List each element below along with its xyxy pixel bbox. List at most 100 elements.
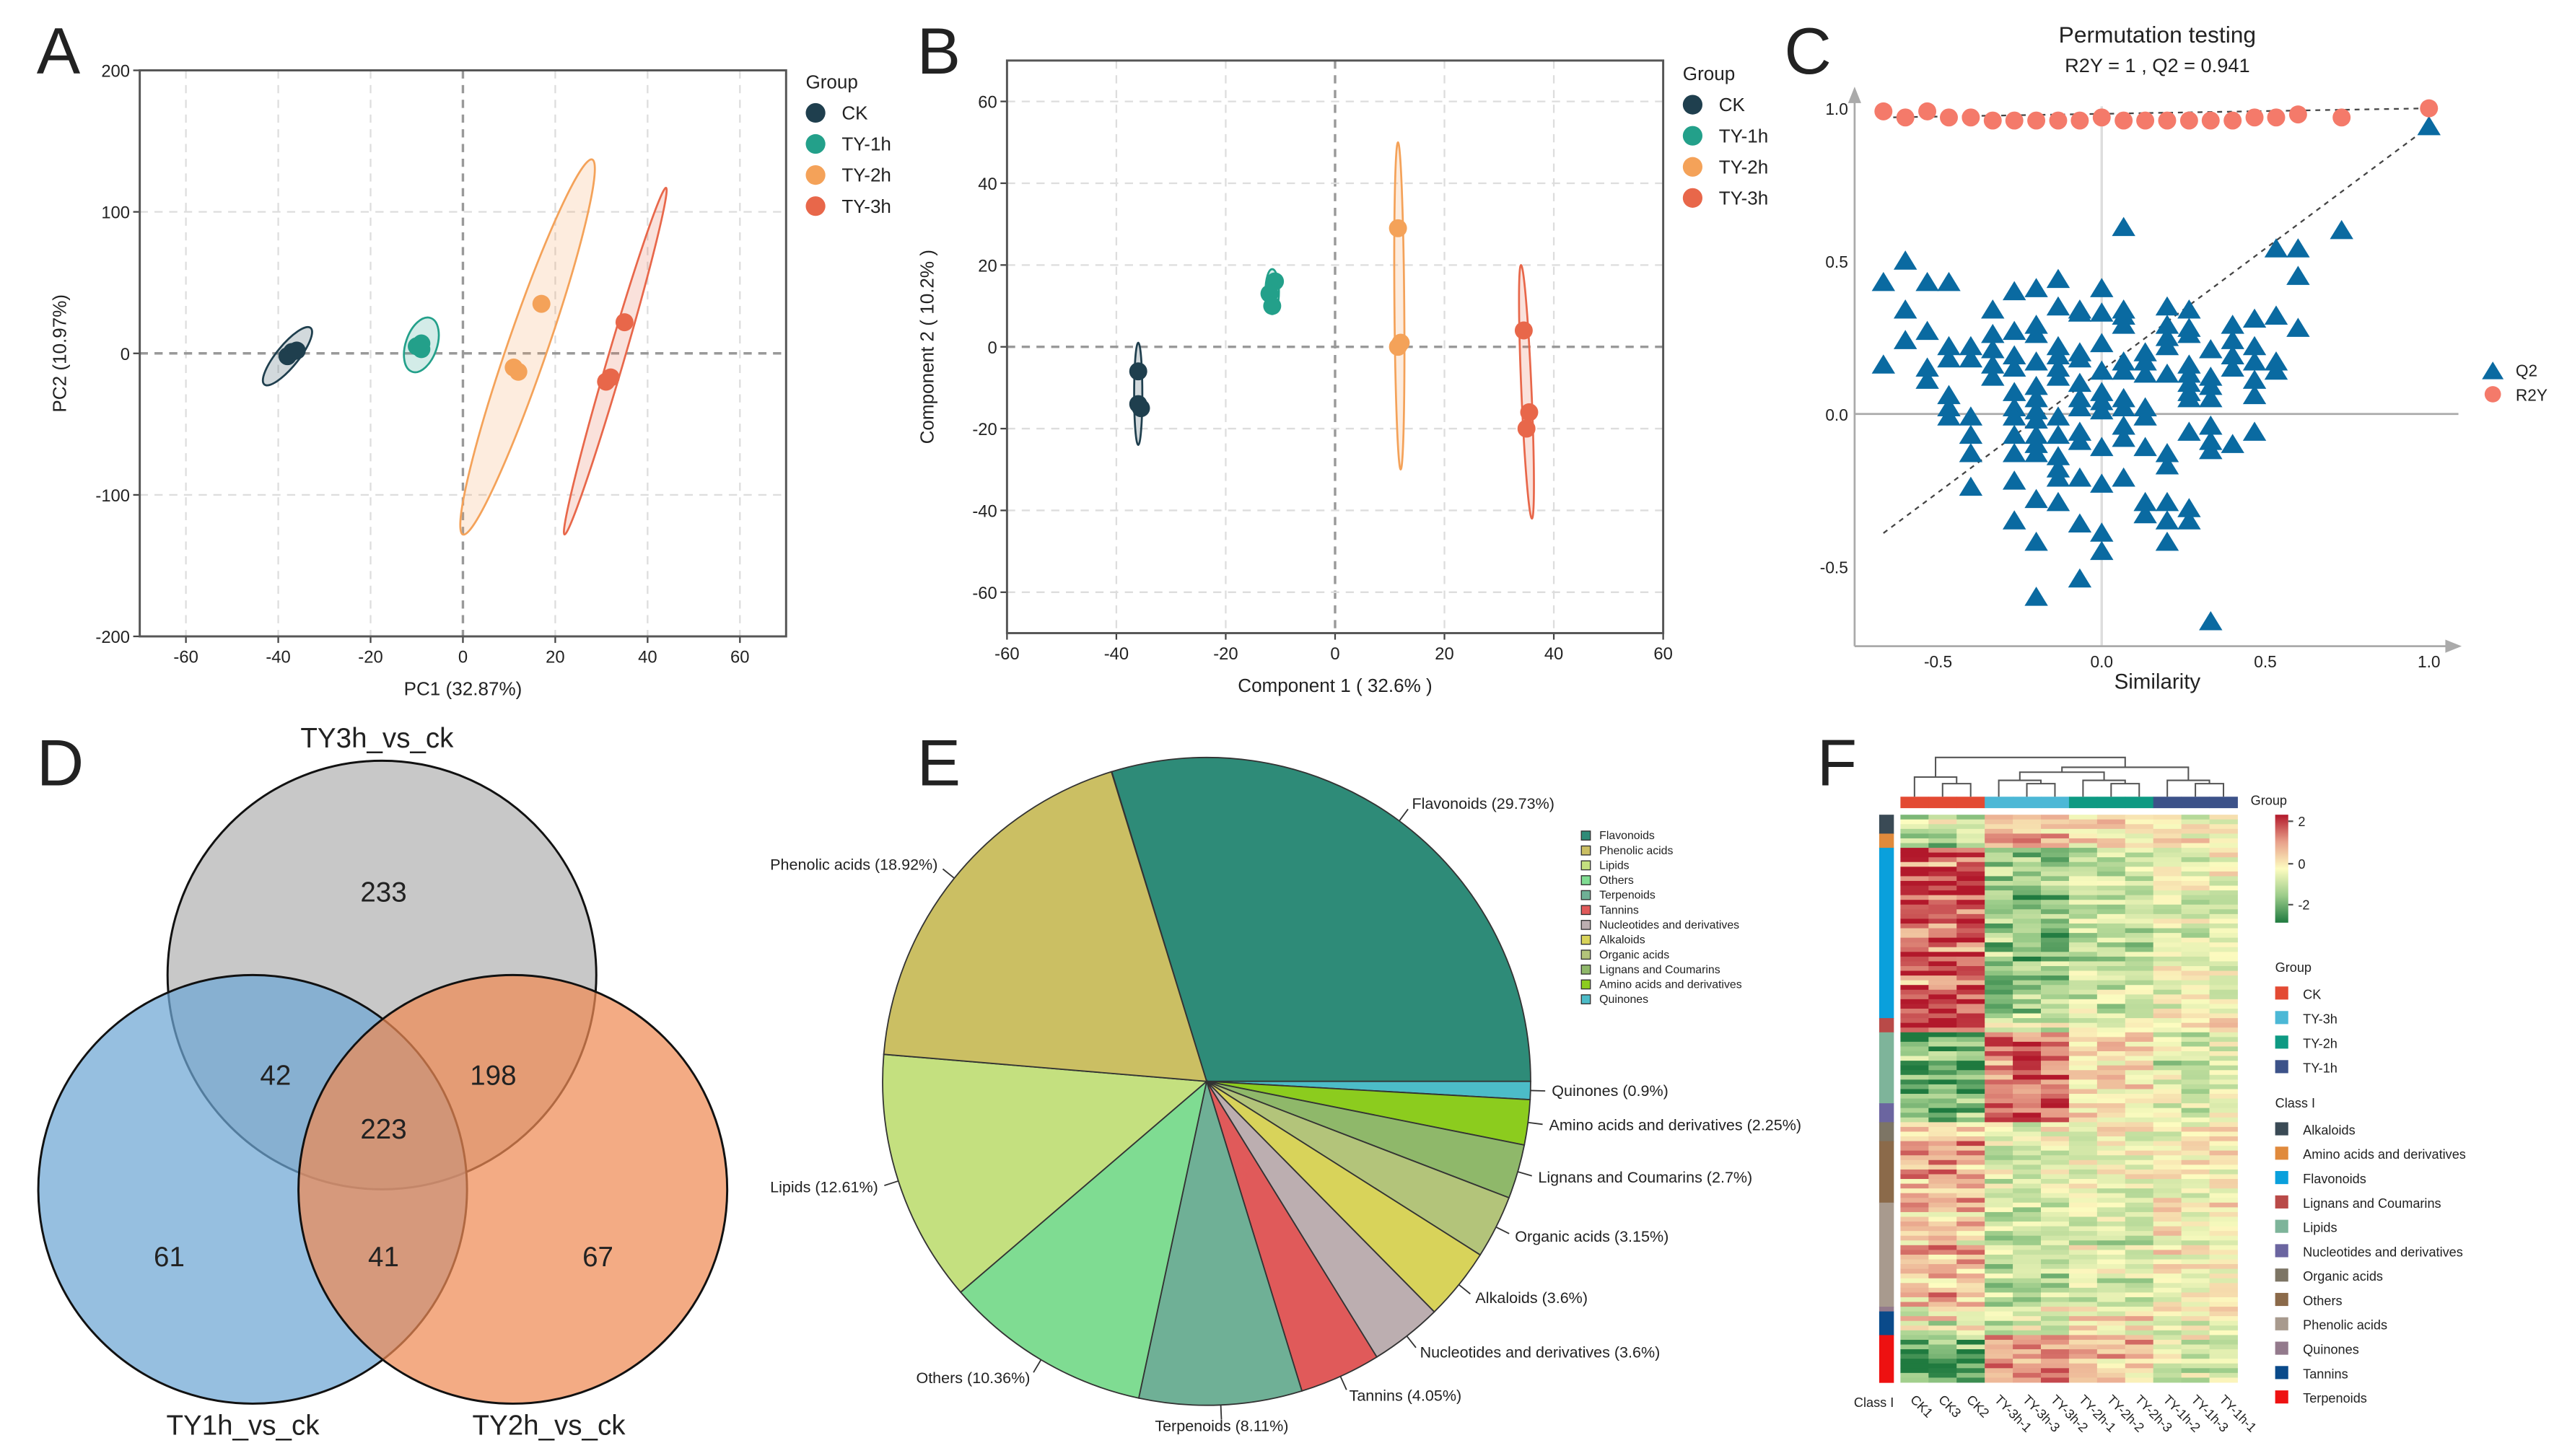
- heatmap-cell: [2068, 1222, 2098, 1227]
- heatmap-cell: [2096, 1188, 2126, 1194]
- class-annotation-bar: [1879, 848, 1894, 1019]
- q2-point: [2046, 446, 2070, 465]
- heatmap-cell: [2068, 909, 2098, 915]
- heatmap-cell: [2153, 1292, 2182, 1298]
- heatmap-cell: [1900, 815, 1929, 820]
- heatmap-cell: [2041, 815, 2070, 820]
- heatmap-cell: [2041, 895, 2070, 900]
- heatmap-cell: [2068, 1098, 2098, 1104]
- heatmap-cell: [2013, 1240, 2042, 1246]
- heatmap-cell: [1900, 876, 1929, 882]
- heatmap-cell: [2013, 937, 2042, 943]
- heatmap-cell: [2125, 1131, 2154, 1137]
- heatmap-cell: [2096, 994, 2126, 1000]
- heatmap-cell: [2125, 947, 2154, 952]
- heatmap-cell: [1956, 1226, 1985, 1232]
- heatmap-cell: [1900, 994, 1929, 1000]
- heatmap-cell: [2068, 1198, 2098, 1203]
- x-tick-label: 40: [638, 647, 657, 667]
- heatmap-cell: [1928, 1226, 1957, 1232]
- heatmap-cell: [2041, 1311, 2070, 1317]
- heatmap-cell: [1956, 1004, 1985, 1009]
- heatmap-cell: [1928, 1307, 1957, 1312]
- heatmap-cell: [2125, 1146, 2154, 1152]
- heatmap-cell: [2041, 1041, 2070, 1047]
- q2-point: [2242, 336, 2267, 356]
- q2-point: [2199, 339, 2223, 359]
- heatmap-cell: [1928, 1155, 1957, 1161]
- heatmap-cell: [1985, 1198, 2013, 1203]
- heatmap-cell: [2096, 1013, 2126, 1019]
- heatmap-cell: [1956, 1065, 1985, 1071]
- heatmap-cell: [2125, 1065, 2154, 1071]
- heatmap-cell: [2041, 1235, 2070, 1241]
- heatmap-cell: [1956, 1193, 1985, 1198]
- pie-slice-label: Flavonoids (29.73%): [1412, 795, 1554, 812]
- q2-point: [2155, 296, 2179, 316]
- heatmap-cell: [2013, 1193, 2042, 1198]
- heatmap-cell: [2209, 1074, 2238, 1080]
- heatmap-cell: [2153, 1089, 2182, 1095]
- heatmap-cell: [1985, 1056, 2013, 1061]
- heatmap-cell: [2068, 1094, 2098, 1100]
- annotation-title: Group: [2251, 794, 2287, 808]
- heatmap-cell: [2181, 999, 2210, 1004]
- heatmap-cell: [2041, 1268, 2070, 1274]
- heatmap-cell: [2068, 1359, 2098, 1364]
- heatmap-cell: [2125, 838, 2154, 843]
- heatmap-cell: [2153, 1207, 2182, 1213]
- heatmap-cell: [2041, 876, 2070, 882]
- heatmap-cell: [2153, 904, 2182, 910]
- heatmap-cell: [1900, 1311, 1929, 1317]
- heatmap-cell: [2013, 1004, 2042, 1009]
- heatmap-cell: [2013, 1084, 2042, 1089]
- heatmap-cell: [2013, 1202, 2042, 1208]
- heatmap-cell: [2096, 838, 2126, 843]
- q2-point: [2221, 315, 2244, 334]
- legend-title: Group: [2275, 960, 2312, 975]
- heatmap-cell: [1928, 928, 1957, 934]
- q2-point: [2264, 360, 2288, 380]
- heatmap-cell: [2125, 1193, 2154, 1198]
- heatmap-cell: [2041, 871, 2070, 877]
- heatmap-cell: [1985, 1254, 2013, 1260]
- heatmap-cell: [1928, 1335, 1957, 1341]
- heatmap-cell: [1985, 909, 2013, 915]
- heatmap-cell: [1900, 1056, 1929, 1061]
- heatmap-cell: [1928, 1231, 1957, 1237]
- heatmap-cell: [2181, 1283, 2210, 1289]
- heatmap-cell: [2013, 999, 2042, 1004]
- heatmap-cell: [2153, 947, 2182, 952]
- heatmap-cell: [1928, 1179, 1957, 1185]
- heatmap-cell: [2125, 1368, 2154, 1374]
- q2-point: [2090, 302, 2114, 322]
- heatmap-cell: [1956, 1216, 1985, 1222]
- group-annotation-bar: [2209, 797, 2238, 809]
- heatmap-cell: [1956, 942, 1985, 948]
- heatmap-cell: [2096, 1268, 2126, 1274]
- heatmap-cell: [2096, 848, 2126, 854]
- heatmap-cell: [2041, 1122, 2070, 1128]
- heatmap-cell: [1928, 848, 1957, 854]
- heatmap-cell: [2209, 895, 2238, 900]
- legend-swatch: [2275, 1219, 2288, 1233]
- legend-swatch: [1580, 845, 1591, 856]
- heatmap-cell: [2125, 876, 2154, 882]
- heatmap-cell: [2181, 871, 2210, 877]
- heatmap-cell: [1900, 895, 1929, 900]
- heatmap-cell: [1928, 1368, 1957, 1374]
- heatmap-cell: [1900, 1159, 1929, 1165]
- heatmap-cell: [1956, 1359, 1985, 1364]
- heatmap-cell: [2181, 1183, 2210, 1189]
- heatmap-cell: [2041, 1222, 2070, 1227]
- q2-point: [2155, 336, 2179, 356]
- heatmap-cell: [1928, 1320, 1957, 1326]
- heatmap-cell: [2068, 1330, 2098, 1336]
- q2-point: [2068, 513, 2092, 532]
- heatmap-cell: [2013, 1117, 2042, 1123]
- venn-count-ty1h-ty3h: 42: [260, 1060, 291, 1091]
- heatmap-cell: [1900, 1046, 1929, 1052]
- heatmap-cell: [2125, 909, 2154, 915]
- panel-label-d: D: [37, 727, 84, 799]
- heatmap-cell: [2096, 1155, 2126, 1161]
